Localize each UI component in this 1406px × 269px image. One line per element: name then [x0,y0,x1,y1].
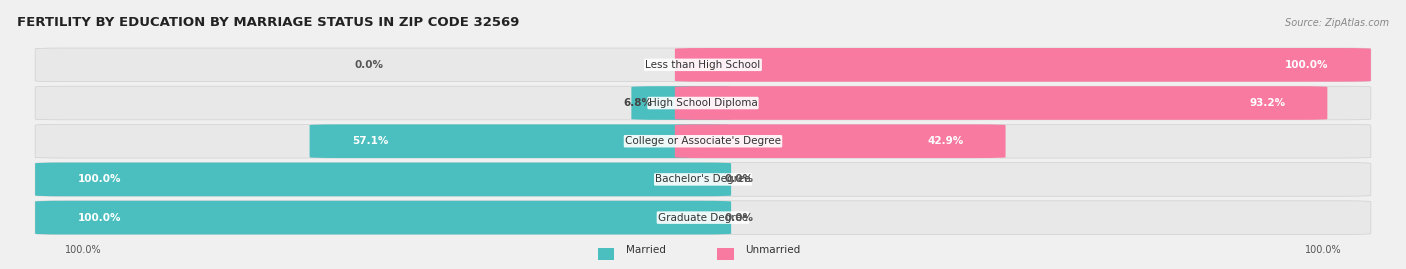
Text: 0.0%: 0.0% [724,174,754,185]
Text: Unmarried: Unmarried [745,245,800,255]
FancyBboxPatch shape [631,86,731,120]
Text: 100.0%: 100.0% [65,245,101,255]
Text: Source: ZipAtlas.com: Source: ZipAtlas.com [1285,18,1389,28]
Text: Less than High School: Less than High School [645,60,761,70]
Text: FERTILITY BY EDUCATION BY MARRIAGE STATUS IN ZIP CODE 32569: FERTILITY BY EDUCATION BY MARRIAGE STATU… [17,16,519,29]
Text: 100.0%: 100.0% [1305,245,1341,255]
FancyBboxPatch shape [717,248,734,260]
FancyBboxPatch shape [35,201,731,234]
Text: 100.0%: 100.0% [1285,60,1329,70]
FancyBboxPatch shape [35,86,1371,120]
Text: Graduate Degree: Graduate Degree [658,213,748,223]
Text: College or Associate's Degree: College or Associate's Degree [626,136,780,146]
Text: 42.9%: 42.9% [927,136,963,146]
FancyBboxPatch shape [35,163,1371,196]
FancyBboxPatch shape [675,125,1005,158]
FancyBboxPatch shape [35,201,1371,234]
FancyBboxPatch shape [309,125,731,158]
FancyBboxPatch shape [35,125,1371,158]
Text: 0.0%: 0.0% [724,213,754,223]
FancyBboxPatch shape [35,48,1371,82]
Text: 6.8%: 6.8% [623,98,652,108]
Text: Bachelor's Degree: Bachelor's Degree [655,174,751,185]
Text: 0.0%: 0.0% [354,60,382,70]
Text: 93.2%: 93.2% [1249,98,1285,108]
FancyBboxPatch shape [675,86,1327,120]
FancyBboxPatch shape [675,48,1371,82]
FancyBboxPatch shape [598,248,614,260]
FancyBboxPatch shape [35,163,731,196]
Text: 100.0%: 100.0% [77,174,121,185]
Text: Married: Married [626,245,665,255]
Text: 100.0%: 100.0% [77,213,121,223]
Text: High School Diploma: High School Diploma [648,98,758,108]
Text: 57.1%: 57.1% [352,136,388,146]
